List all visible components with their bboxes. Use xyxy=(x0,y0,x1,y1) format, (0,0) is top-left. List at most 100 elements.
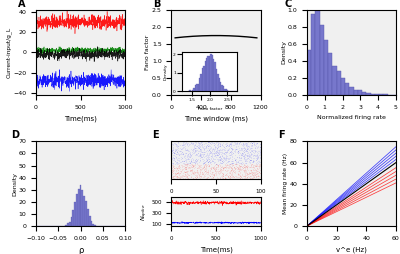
Point xyxy=(210,173,216,177)
Point xyxy=(218,170,225,174)
Point xyxy=(216,158,222,162)
Point xyxy=(182,170,188,174)
Point xyxy=(202,153,209,157)
Point xyxy=(253,169,260,173)
Point xyxy=(225,168,231,172)
Point xyxy=(218,161,225,165)
Point xyxy=(229,161,236,165)
Point xyxy=(183,163,189,167)
Point xyxy=(182,167,188,171)
Point xyxy=(212,142,218,146)
Point xyxy=(243,143,250,147)
Point xyxy=(184,162,190,166)
Point xyxy=(214,146,220,150)
Point xyxy=(192,158,198,162)
Point xyxy=(196,164,202,168)
Point xyxy=(174,167,180,171)
Point xyxy=(194,169,200,173)
Point xyxy=(208,162,214,166)
Point xyxy=(236,167,243,171)
Point xyxy=(187,154,194,158)
Point xyxy=(195,172,202,176)
Point xyxy=(194,170,201,174)
Point xyxy=(196,154,203,158)
Point xyxy=(242,155,248,159)
Point xyxy=(218,167,224,171)
Point xyxy=(182,173,188,177)
Point xyxy=(243,173,250,177)
Point xyxy=(179,175,186,179)
Point xyxy=(216,152,222,156)
Point xyxy=(193,159,200,163)
Point xyxy=(242,152,249,156)
Point xyxy=(241,146,248,150)
Point xyxy=(249,171,256,175)
Point xyxy=(211,142,218,147)
Point xyxy=(222,157,228,162)
Point xyxy=(194,168,200,172)
Point xyxy=(187,161,193,165)
Point xyxy=(242,173,249,178)
Point xyxy=(192,146,198,150)
Point xyxy=(250,158,256,163)
Bar xyxy=(70,217,72,226)
Point xyxy=(199,145,206,149)
Point xyxy=(204,144,211,148)
Point xyxy=(186,158,192,163)
Point xyxy=(228,161,234,165)
Point xyxy=(178,174,184,179)
Point xyxy=(217,141,224,145)
Point xyxy=(238,164,244,168)
Point xyxy=(244,166,250,170)
Point xyxy=(202,172,208,176)
Point xyxy=(195,170,201,174)
Point xyxy=(245,153,252,157)
Point xyxy=(170,146,176,150)
Point xyxy=(182,170,188,174)
Point xyxy=(241,154,247,158)
Point xyxy=(233,147,240,151)
Point xyxy=(234,177,240,181)
Point xyxy=(236,148,242,152)
Point xyxy=(251,175,258,179)
Point xyxy=(170,169,176,173)
Point xyxy=(204,163,210,167)
Point xyxy=(178,157,184,161)
Y-axis label: Density: Density xyxy=(281,40,286,65)
Point xyxy=(188,165,194,169)
Text: E: E xyxy=(152,130,158,140)
Text: B: B xyxy=(154,0,161,9)
Point xyxy=(174,144,180,148)
Point xyxy=(190,164,196,168)
Point xyxy=(192,162,198,166)
Point xyxy=(198,155,204,159)
Point xyxy=(247,171,253,175)
Point xyxy=(250,141,257,145)
Point xyxy=(230,160,236,164)
Point xyxy=(215,144,222,148)
Point xyxy=(204,175,211,179)
Point xyxy=(194,152,200,156)
Point xyxy=(255,173,261,177)
Bar xyxy=(370,94,375,95)
Point xyxy=(215,148,221,152)
Point xyxy=(237,170,244,174)
Point xyxy=(244,175,250,179)
Point xyxy=(238,167,244,171)
Point xyxy=(233,162,240,166)
Point xyxy=(244,145,250,149)
Point xyxy=(175,140,181,144)
Point xyxy=(206,139,212,144)
Point xyxy=(206,151,213,155)
Point xyxy=(233,141,239,145)
Point xyxy=(254,155,260,159)
Point xyxy=(190,148,196,152)
Point xyxy=(200,166,206,170)
Point xyxy=(251,159,257,163)
Point xyxy=(197,167,204,171)
Point xyxy=(182,176,189,180)
Point xyxy=(247,155,254,159)
Point xyxy=(219,161,225,165)
Point xyxy=(205,142,212,146)
Point xyxy=(251,151,257,155)
